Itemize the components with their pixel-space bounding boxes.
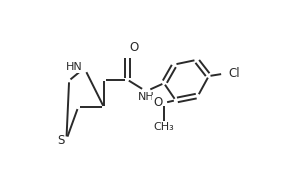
Text: O: O [153,96,162,109]
Text: CH₃: CH₃ [154,122,174,132]
Text: Cl: Cl [228,67,240,80]
Text: HN: HN [66,62,83,72]
Text: NH: NH [138,92,154,102]
Text: O: O [129,41,138,54]
Text: S: S [57,134,64,147]
